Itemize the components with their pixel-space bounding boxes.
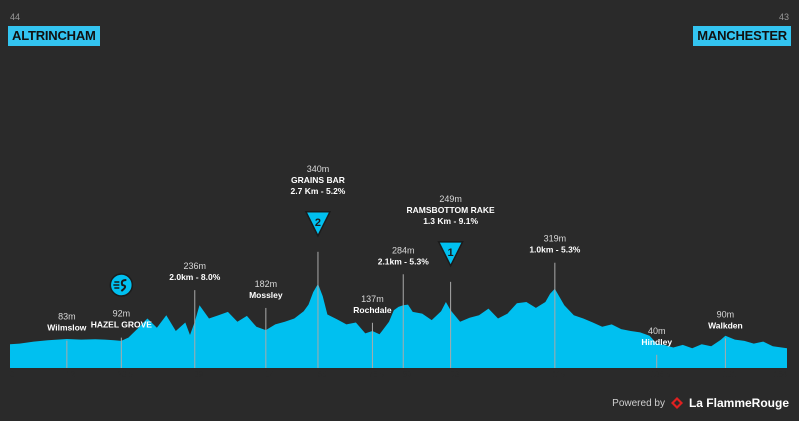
marker-elevation: 137m bbox=[361, 294, 384, 304]
marker-detail: 1.3 Km - 9.1% bbox=[423, 216, 478, 226]
climb-category-number: 2 bbox=[315, 217, 321, 229]
marker-name: RAMSBOTTOM RAKE bbox=[407, 205, 495, 215]
x-tick-label: 12 bbox=[66, 370, 75, 379]
x-tick-label: 151 bbox=[723, 370, 737, 379]
x-tick-label: 23.5 bbox=[118, 370, 134, 379]
climb-category-icon bbox=[437, 241, 464, 268]
elevation-area bbox=[10, 283, 787, 368]
marker-elevation: 236m bbox=[184, 261, 207, 271]
marker-elevation: 83m bbox=[58, 312, 76, 322]
marker-elevation: 92m bbox=[113, 309, 131, 319]
x-tick-label: 115 bbox=[552, 370, 565, 379]
marker-elevation: 284m bbox=[392, 245, 415, 255]
marker-name: 2.1km - 5.3% bbox=[378, 256, 429, 266]
flamme-rouge-logo-icon bbox=[670, 397, 683, 409]
marker-elevation: 182m bbox=[255, 279, 278, 289]
marker-name: Rochdale bbox=[353, 305, 392, 315]
marker-elevation: 249m bbox=[439, 194, 462, 204]
marker-name: Mossley bbox=[249, 290, 283, 300]
x-tick-label: 83 bbox=[403, 370, 412, 379]
x-tick-label: 39 bbox=[194, 370, 203, 379]
x-tick-label: 76.5 bbox=[369, 370, 385, 379]
marker-elevation: 90m bbox=[717, 309, 735, 319]
finish-km-label: 43 bbox=[778, 12, 789, 22]
footer: Powered by La FlammeRouge bbox=[612, 396, 789, 410]
brand-name: La FlammeRouge bbox=[688, 396, 789, 410]
marker-name: 1.0km - 5.3% bbox=[529, 245, 580, 255]
marker-elevation: 40m bbox=[648, 326, 666, 336]
powered-by-text: Powered by bbox=[612, 397, 665, 409]
x-tick-label: 0 bbox=[10, 370, 15, 379]
x-tick-label: 93 bbox=[450, 370, 459, 379]
x-tick-label: 65 bbox=[318, 370, 327, 379]
x-tick-label: 54 bbox=[265, 370, 274, 379]
marker-elevation: 340m bbox=[307, 164, 330, 174]
marker-elevation: 319m bbox=[544, 234, 567, 244]
start-town-tag: ALTRINCHAM bbox=[8, 26, 100, 46]
marker-name: Wilmslow bbox=[47, 323, 87, 333]
marker-name: 2.0km - 8.0% bbox=[169, 272, 220, 282]
marker-name: Walkden bbox=[708, 320, 743, 330]
x-tick-label: 164 bbox=[774, 370, 788, 379]
sprint-glyph-icon bbox=[113, 279, 127, 292]
x-tick-label: 136.5 bbox=[651, 370, 672, 379]
marker-detail: 2.7 Km - 5.2% bbox=[291, 186, 346, 196]
marker-name: GRAINS BAR bbox=[291, 175, 345, 185]
start-km-label: 44 bbox=[10, 12, 21, 22]
sprint-s bbox=[120, 279, 127, 292]
finish-town-tag: MANCHESTER bbox=[693, 26, 791, 46]
marker-name: Hindley bbox=[641, 337, 672, 347]
climb-category-icon bbox=[304, 211, 332, 238]
climb-category-number: 1 bbox=[448, 247, 454, 259]
marker-name: HAZEL GROVE bbox=[91, 320, 153, 330]
